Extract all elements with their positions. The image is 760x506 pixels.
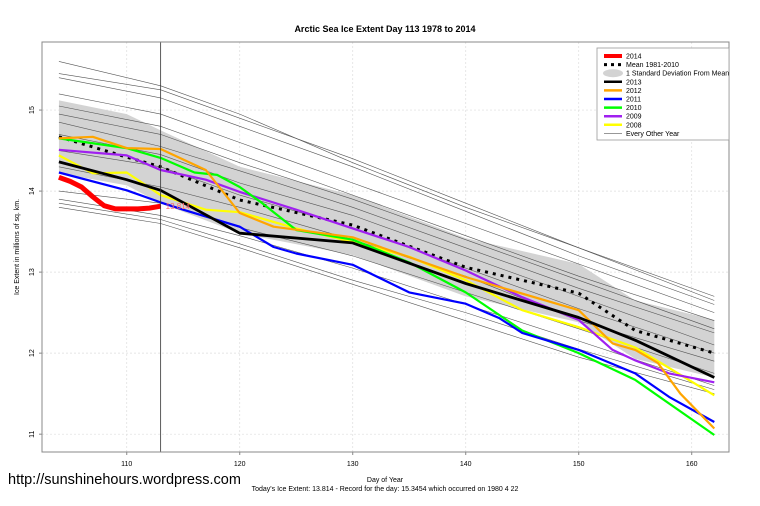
series-line-2009 [58, 148, 715, 384]
x-tick-label: 160 [686, 461, 698, 468]
watermark-url: http://sunshinehours.wordpress.com [8, 472, 241, 488]
footer-subtitle: Today's Ice Extent: 13.814 - Record for … [252, 486, 519, 493]
legend-label: Every Other Year [626, 131, 680, 138]
y-tick-label: 12 [29, 349, 36, 357]
legend-label: 1 Standard Deviation From Mean [626, 71, 729, 78]
current-value-label: 13.814 [166, 202, 191, 211]
series-line-2014 [58, 174, 162, 212]
plot-frame [41, 41, 730, 453]
highlight-series [58, 135, 716, 436]
x-tick-label: 130 [347, 461, 359, 468]
legend-label: 2013 [626, 79, 642, 86]
legend-swatch [603, 69, 623, 78]
y-axis-label: Ice Extent in millions of sq. km. [14, 199, 21, 295]
series-line-2012 [58, 135, 716, 430]
series-line-2013 [58, 160, 715, 379]
series-line-2011 [58, 171, 715, 423]
legend-label: 2011 [626, 97, 641, 104]
y-tick-label: 13 [29, 268, 36, 276]
x-tick-label: 140 [460, 461, 472, 468]
legend-label: 2014 [626, 54, 642, 61]
y-tick-label: 15 [29, 106, 36, 114]
legend-label: 2008 [626, 122, 642, 129]
x-tick-label: 150 [573, 461, 585, 468]
x-axis: 110 120 130 140 150 160 [121, 452, 698, 468]
y-axis: 11 12 13 14 15 [29, 106, 42, 438]
legend-label: Mean 1981-2010 [626, 62, 679, 69]
legend-label: 2012 [626, 88, 642, 95]
x-tick-label: 110 [121, 461, 132, 468]
legend-label: 2009 [626, 114, 642, 121]
x-axis-label: Day of Year [367, 477, 404, 484]
chart-title: Arctic Sea Ice Extent Day 113 1978 to 20… [294, 24, 475, 34]
x-tick-label: 120 [234, 461, 246, 468]
y-tick-label: 14 [29, 187, 36, 195]
legend-label: 2010 [626, 105, 642, 112]
y-tick-label: 11 [29, 430, 36, 437]
